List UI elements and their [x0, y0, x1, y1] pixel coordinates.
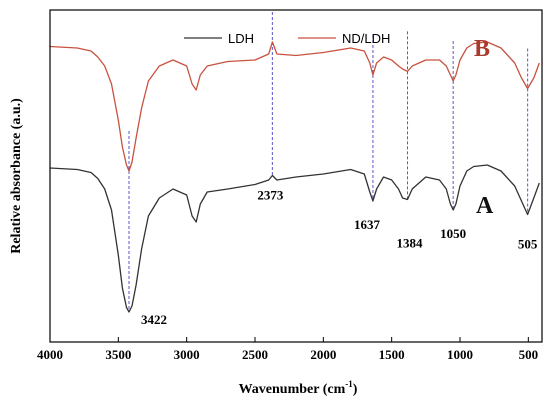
curve-label-b: B: [474, 36, 490, 62]
legend-label-nd-ldh: ND/LDH: [342, 31, 390, 46]
legend-label-ldh: LDH: [228, 31, 254, 46]
peak-label-3422: 3422: [141, 312, 167, 327]
series-layer: [49, 41, 540, 313]
peak-label-1384: 1384: [397, 236, 424, 251]
x-axis-title-main: Wavenumber (cm: [239, 382, 346, 397]
peak-guide-lines: [128, 12, 529, 312]
peak-label-1637: 1637: [354, 217, 381, 232]
x-tick-label: 1500: [379, 347, 405, 362]
peak-label-2373: 2373: [257, 188, 284, 203]
x-tick-label: 2500: [242, 347, 268, 362]
x-axis-ticks: 4000 3500 3000 2500 2000 1500 1000 500: [37, 337, 538, 362]
peak-label-1050: 1050: [440, 226, 466, 241]
plot-frame: [49, 9, 543, 343]
x-axis-title: Wavenumber (cm-1): [239, 379, 358, 397]
x-tick-label: 4000: [37, 347, 63, 362]
x-tick-label: 500: [519, 347, 539, 362]
peak-label-505: 505: [518, 237, 538, 252]
x-tick-label: 3000: [174, 347, 200, 362]
series-line-1: [49, 41, 540, 172]
series-line-0: [49, 164, 540, 313]
peak-annotations: 3422 2373 1637 1384 1050 505: [141, 188, 538, 328]
legend: LDH ND/LDH: [184, 31, 390, 46]
x-axis-title-sup: -1: [345, 379, 353, 389]
curve-label-a: A: [476, 193, 494, 219]
x-tick-label: 2000: [310, 347, 336, 362]
x-tick-label: 1000: [447, 347, 473, 362]
y-axis-title: Relative absorbance (a.u.): [9, 98, 24, 254]
x-axis-title-close: ): [353, 382, 358, 397]
x-tick-label: 3500: [105, 347, 131, 362]
